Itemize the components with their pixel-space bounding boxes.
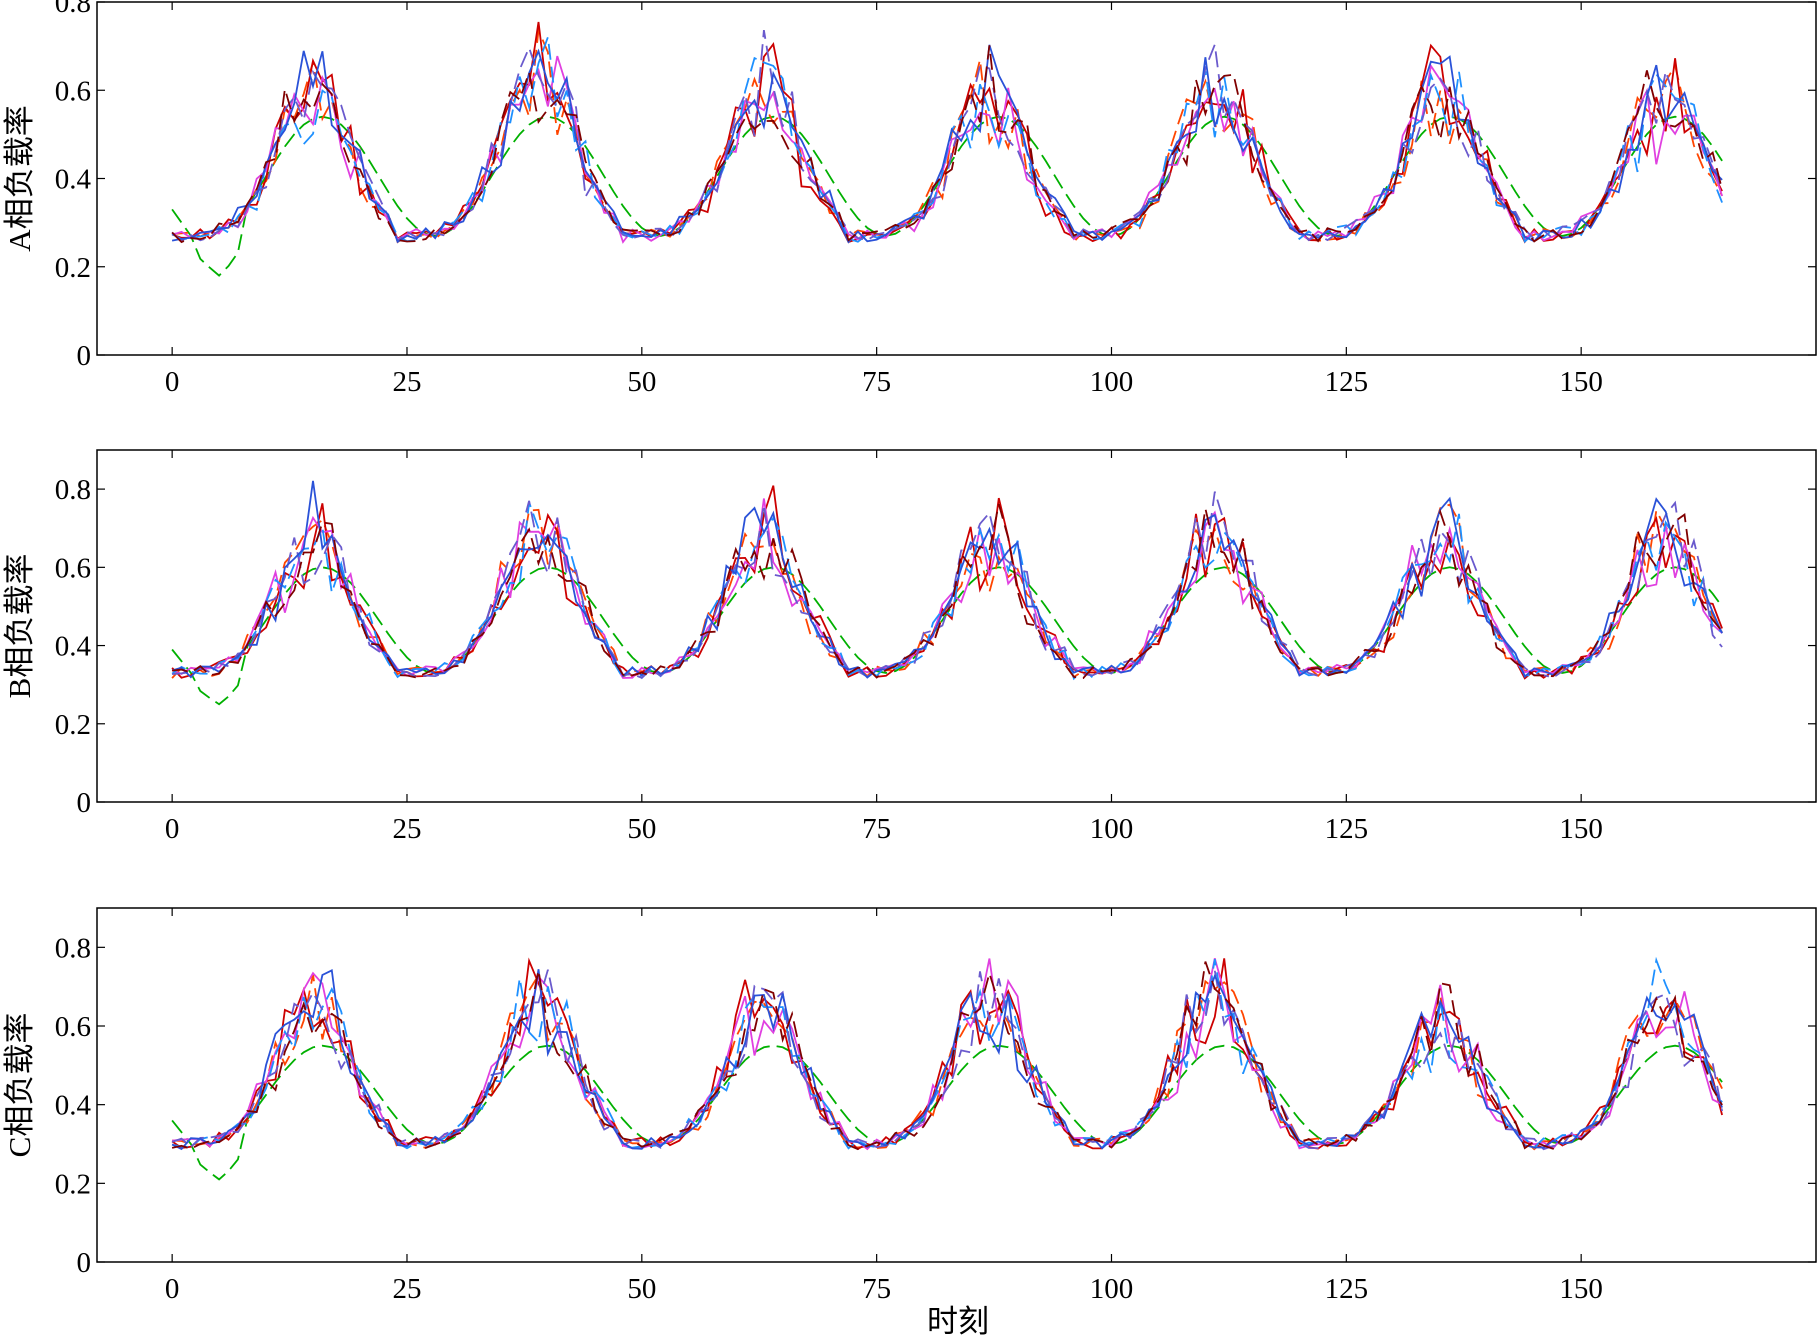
x-tick-label: 0	[165, 813, 180, 845]
x-tick-label: 75	[862, 366, 891, 398]
y-tick-label: 0.4	[55, 164, 92, 196]
y-axis-label: B相负载率	[2, 554, 37, 699]
phase-a-panel: 0 25 50 75 100 125 150 0 0.2 0.4 0.6 0.8 A相负载率	[2, 0, 1817, 398]
y-tick-label: 0	[77, 1247, 92, 1279]
y-tick-label: 0.4	[55, 1090, 92, 1122]
series-4-line	[172, 958, 1723, 1151]
y-tick-label: 0	[77, 787, 92, 819]
x-tick-label: 25	[392, 366, 421, 398]
series-1-line	[171, 566, 1723, 706]
y-tick-label: 0.4	[55, 631, 92, 663]
x-tick-label: 0	[165, 366, 180, 398]
x-tick-label: 50	[627, 1273, 656, 1305]
phase-c-panel: 0 25 50 75 100 125 150 0 0.2 0.4 0.6 0.8 C相负载率	[2, 907, 1817, 1305]
series-7-line	[171, 480, 1723, 679]
series-3-line	[171, 485, 1723, 680]
y-tick-label: 0.2	[55, 1168, 91, 1200]
y-tick-label: 0.6	[55, 552, 91, 584]
series-2-line	[172, 26, 1723, 244]
x-tick-label: 100	[1090, 366, 1134, 398]
x-tick-label: 75	[862, 813, 891, 845]
x-tick-label: 100	[1090, 1273, 1134, 1305]
series-4-line	[171, 498, 1723, 679]
y-tick-label: 0.2	[55, 252, 91, 284]
y-tick-label: 0.6	[55, 75, 91, 107]
x-tick-label: 150	[1559, 813, 1603, 845]
series-3-line	[171, 21, 1723, 244]
plot-frame	[96, 449, 1817, 803]
x-tick-label: 50	[627, 813, 656, 845]
plot-frame	[96, 907, 1817, 1263]
x-tick-label: 100	[1090, 813, 1134, 845]
x-tick-label: 150	[1559, 1273, 1603, 1305]
series-5-line	[171, 502, 1723, 681]
y-tick-label: 0.8	[55, 932, 91, 964]
x-tick-label: 25	[392, 813, 421, 845]
series-5-line	[171, 36, 1723, 244]
series-3-line	[171, 957, 1723, 1150]
y-tick-label: 0	[77, 340, 92, 372]
x-tick-label: 0	[165, 1273, 180, 1305]
x-tick-label: 25	[392, 1273, 421, 1305]
plot-frame	[96, 1, 1817, 356]
series-group	[171, 21, 1723, 277]
x-tick-label: 125	[1325, 1273, 1369, 1305]
x-tick-label: 125	[1325, 813, 1369, 845]
series-group	[171, 480, 1723, 706]
x-tick-label: 125	[1325, 366, 1369, 398]
y-tick-label: 0.8	[55, 0, 91, 19]
series-1-line	[171, 115, 1723, 277]
y-tick-label: 0.8	[55, 474, 91, 506]
series-group	[171, 956, 1723, 1181]
y-tick-label: 0.2	[55, 709, 91, 741]
series-8-line	[171, 45, 1723, 244]
series-8-line	[171, 961, 1723, 1151]
series-2-line	[171, 503, 1723, 679]
x-tick-label: 75	[862, 1273, 891, 1305]
phase-b-panel: 0 25 50 75 100 125 150 0 0.2 0.4 0.6 0.8 B相负载率	[2, 449, 1817, 845]
y-tick-label: 0.6	[55, 1011, 91, 1043]
y-axis-label: C相负载率	[2, 1013, 37, 1158]
series-6-line	[171, 29, 1723, 243]
y-axis-label: A相负载率	[2, 105, 37, 251]
series-6-line	[172, 491, 1723, 679]
x-tick-label: 150	[1559, 366, 1603, 398]
series-5-line	[171, 956, 1723, 1150]
x-tick-label: 50	[627, 366, 656, 398]
series-7-line	[171, 44, 1723, 244]
series-8-line	[172, 503, 1723, 680]
series-6-line	[171, 969, 1723, 1151]
x-axis-label: 时刻	[927, 1304, 989, 1338]
series-7-line	[171, 969, 1723, 1151]
